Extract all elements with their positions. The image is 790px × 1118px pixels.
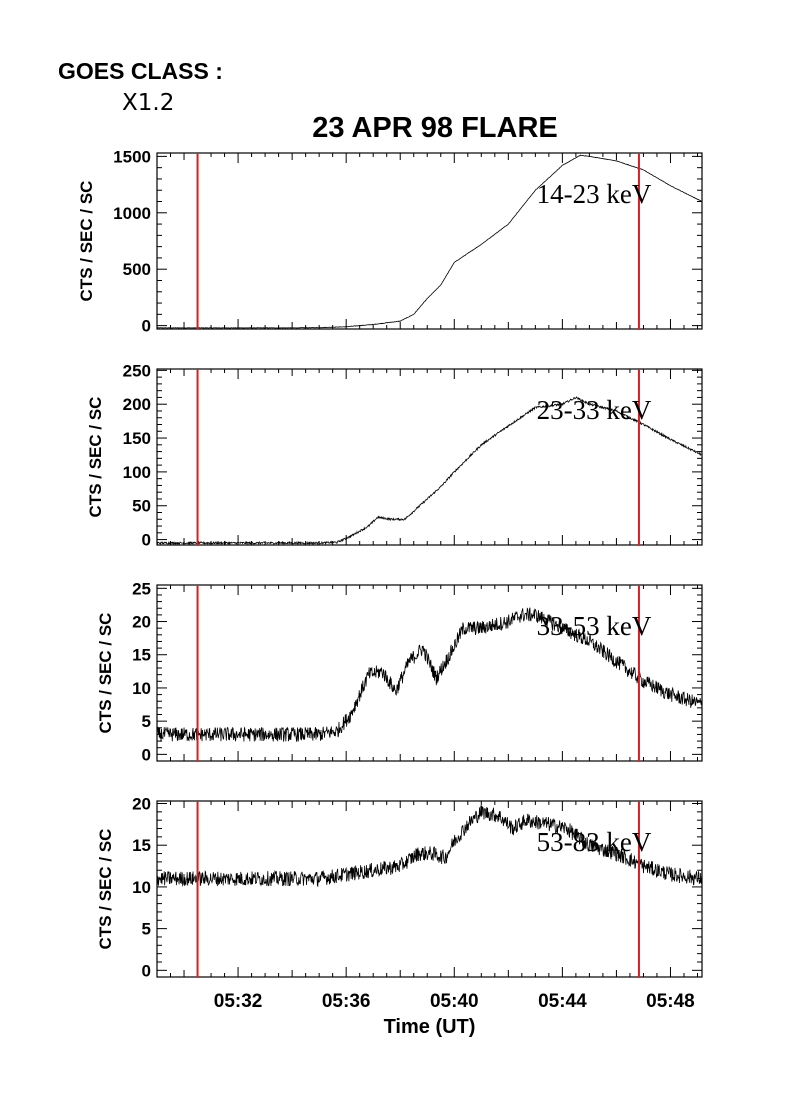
y-axis-label: CTS / SEC / SC [86,397,105,518]
figure-title: 23 APR 98 FLARE [312,112,558,144]
panel-4: 0 5 10 15 20 CTS / SEC / SC 53-83 keV 05:32 05:3… [96,795,703,1038]
y-tick-label: 20 [132,795,151,814]
count-rate-trace [157,805,702,888]
count-rate-trace [157,396,702,545]
energy-band-label: 53-83 keV [537,827,652,857]
y-tick-label: 1500 [113,147,151,166]
y-axis-label: CTS / SEC / SC [96,613,115,734]
y-tick-label: 0 [142,961,151,980]
goes-class-label: GOES CLASS : [58,58,223,84]
y-tick-label: 10 [132,878,151,897]
x-tick-label: 05:48 [646,991,695,1012]
panel-1: 0 500 1000 1500 CTS / SEC / SC 14-23 keV [77,147,703,336]
energy-band-label: 14-23 keV [537,179,652,209]
energy-band-label: 33-53 keV [537,611,652,641]
plot-frame [156,368,703,546]
panel-2: 0 50 100 150 200 250 CTS / SEC / SC 23-33 keV [86,361,703,550]
energy-band-label: 23-33 keV [537,395,652,425]
y-tick-label: 10 [132,679,151,698]
y-axis-label: CTS / SEC / SC [77,181,96,302]
y-tick-label: 250 [123,361,151,380]
y-tick-label: 15 [132,836,151,855]
y-tick-label: 15 [132,646,151,665]
plot-frame [156,800,703,978]
y-tick-label: 50 [132,497,151,516]
count-rate-trace [157,154,702,329]
y-tick-label: 0 [142,745,151,764]
y-tick-label: 500 [123,260,151,279]
y-tick-label: 25 [132,579,151,598]
y-tick-label: 0 [142,531,151,550]
panel-3: 0 5 10 15 20 25 CTS / SEC / SC 33-53 keV [96,579,703,764]
x-tick-label: 05:40 [430,991,479,1012]
x-tick-label: 05:44 [538,991,587,1012]
y-tick-label: 100 [123,463,151,482]
x-tick-label: 05:32 [214,991,263,1012]
y-tick-label: 1000 [113,204,151,223]
plot-frame [156,152,703,330]
y-tick-label: 20 [132,613,151,632]
count-rate-trace [157,607,702,743]
y-tick-label: 200 [123,395,151,414]
y-tick-label: 5 [142,712,151,731]
goes-class-value: X1.2 [122,90,175,116]
y-axis-label: CTS / SEC / SC [96,829,115,950]
plot-frame [156,584,703,762]
x-tick-label: 05:36 [322,991,371,1012]
x-axis-label: Time (UT) [384,1016,476,1038]
y-tick-label: 5 [142,920,151,939]
y-tick-label: 0 [142,317,151,336]
y-tick-label: 150 [123,429,151,448]
